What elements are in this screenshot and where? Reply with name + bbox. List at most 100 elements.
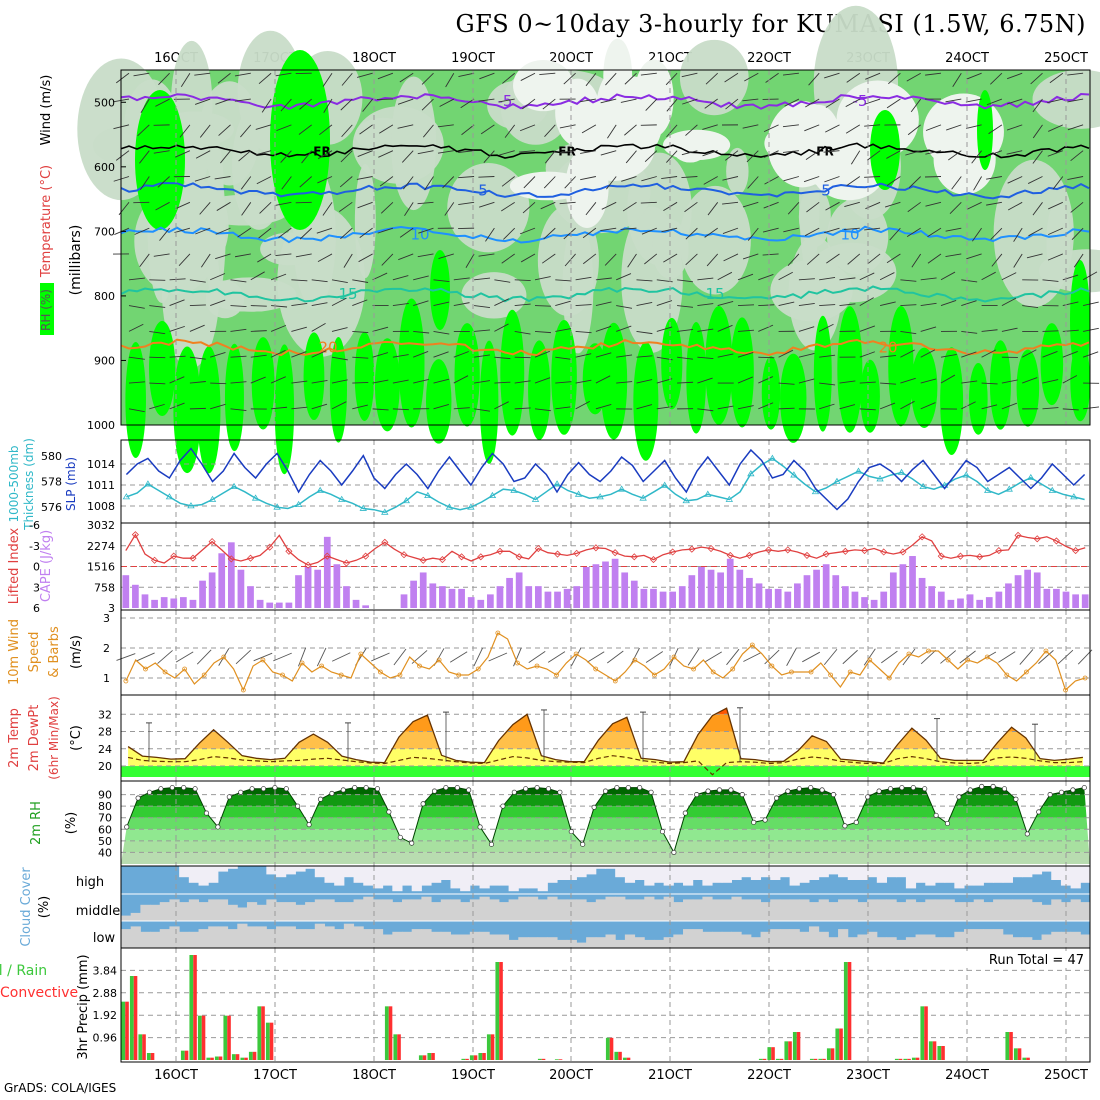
wind-barb bbox=[1006, 98, 1023, 105]
wind-barb bbox=[575, 304, 592, 307]
thickness-point bbox=[488, 491, 497, 499]
wind-barb bbox=[966, 201, 982, 210]
isotherm-label: 10 bbox=[840, 226, 859, 244]
wind-barb bbox=[275, 253, 292, 257]
wind-barb bbox=[575, 276, 592, 281]
rh-tick-label: 90 bbox=[98, 789, 112, 802]
bottom-date-label: 19OCT bbox=[451, 1068, 495, 1083]
wind-speed-point bbox=[828, 672, 834, 678]
cape-bar bbox=[650, 588, 657, 608]
wind-barb bbox=[787, 202, 800, 215]
cloud-gap bbox=[305, 902, 316, 921]
wind-barb bbox=[417, 201, 434, 205]
wind-barb bbox=[564, 176, 576, 189]
cloud-high-gap bbox=[653, 866, 665, 883]
wind-barb bbox=[706, 253, 719, 267]
lifted-index-point bbox=[745, 551, 753, 559]
wind-speed-point bbox=[632, 657, 638, 663]
wind-barb bbox=[839, 404, 856, 410]
wind-barb bbox=[925, 72, 942, 76]
wind-barb bbox=[940, 374, 956, 384]
wind-barb bbox=[128, 408, 145, 413]
wind-barb bbox=[920, 349, 936, 358]
cloud-gap bbox=[964, 929, 975, 948]
cloud-gap bbox=[372, 899, 384, 921]
wind-barb bbox=[503, 227, 516, 240]
cloud-gap bbox=[876, 937, 888, 948]
rh-point bbox=[865, 794, 871, 800]
convective-bar bbox=[626, 1057, 631, 1060]
wind-barb bbox=[534, 276, 551, 281]
rh-point bbox=[260, 786, 267, 792]
wind-barb bbox=[372, 408, 389, 411]
wind-speed-point bbox=[280, 672, 285, 678]
wind-barb bbox=[563, 72, 576, 85]
wind-barb bbox=[343, 253, 353, 268]
lifted-index-point bbox=[534, 544, 542, 553]
cape-bar bbox=[323, 536, 331, 608]
cloud-gap bbox=[557, 899, 568, 921]
total-rain-bar bbox=[214, 1056, 219, 1060]
cloud-gap bbox=[673, 934, 684, 948]
wind-barb bbox=[764, 176, 779, 185]
wind-barb bbox=[379, 124, 394, 134]
wind-barb bbox=[946, 124, 962, 131]
rh-very-dry-patch bbox=[811, 139, 886, 201]
cloud-gap bbox=[712, 931, 723, 948]
rh-dry-patch bbox=[391, 76, 437, 211]
wind-barb bbox=[704, 227, 718, 238]
wind-barb bbox=[864, 227, 881, 231]
wind-barb bbox=[981, 271, 996, 281]
wind-speed-point bbox=[710, 669, 716, 675]
wind-barb bbox=[555, 279, 572, 282]
wind-barb bbox=[149, 403, 165, 410]
wind-barb bbox=[782, 124, 799, 128]
lifted-index-point bbox=[515, 553, 523, 561]
rh-point bbox=[454, 785, 460, 791]
cloud-gap bbox=[179, 902, 190, 921]
wind-barb bbox=[616, 354, 633, 358]
wind-speed-point bbox=[749, 642, 755, 648]
wind-barb bbox=[480, 124, 495, 135]
wind-barb bbox=[234, 72, 251, 77]
wind-barb bbox=[137, 124, 150, 137]
wind-barb bbox=[189, 279, 206, 283]
rh-point bbox=[637, 785, 643, 791]
cloud-high-gap bbox=[896, 866, 907, 878]
wind-barb bbox=[319, 124, 333, 136]
thickness-axis-label: 1000-500mb bbox=[7, 445, 21, 522]
wind-barb bbox=[1048, 124, 1063, 132]
rh-saturated-column bbox=[633, 341, 659, 461]
wind-barb bbox=[1032, 150, 1043, 164]
isotherm-label: 5 bbox=[821, 182, 831, 200]
wind-barb bbox=[514, 330, 531, 335]
convective-bar bbox=[490, 1034, 495, 1060]
wind-barb bbox=[339, 176, 353, 188]
thickness-point bbox=[359, 504, 367, 511]
cloud-gap bbox=[527, 937, 539, 948]
rh-point bbox=[272, 785, 278, 791]
wind-barb bbox=[340, 227, 353, 240]
wind-barb bbox=[210, 382, 227, 385]
wind-barb bbox=[128, 277, 145, 281]
cloud-gap bbox=[266, 899, 277, 921]
wind-barb bbox=[644, 150, 658, 162]
convective-bar bbox=[541, 1058, 546, 1060]
wind-barb bbox=[803, 176, 820, 183]
cloud-high-gap bbox=[760, 866, 771, 878]
wind-barb bbox=[376, 98, 393, 100]
rh-dry-patch bbox=[679, 39, 749, 116]
cape-bar bbox=[199, 580, 206, 608]
wind-barb bbox=[280, 150, 292, 163]
convective-bar bbox=[915, 1057, 920, 1060]
cloud-gap bbox=[1070, 899, 1081, 921]
wind-barb bbox=[636, 302, 653, 307]
wind-barb bbox=[945, 253, 962, 257]
wind-barb bbox=[1027, 176, 1043, 184]
rh-point bbox=[808, 785, 814, 791]
temp-band bbox=[128, 708, 1083, 715]
wind-barb bbox=[616, 381, 633, 384]
cape-bar bbox=[458, 588, 465, 608]
wind-barb bbox=[216, 201, 231, 211]
wind-barb bbox=[331, 356, 348, 361]
